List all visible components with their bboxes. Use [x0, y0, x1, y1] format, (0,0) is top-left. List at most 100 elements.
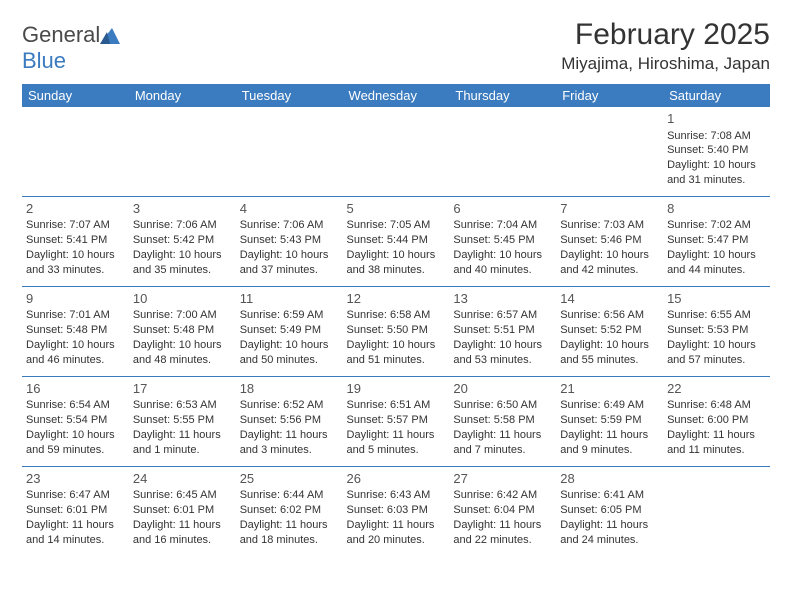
calendar-day-cell: 14Sunrise: 6:56 AMSunset: 5:52 PMDayligh… [556, 286, 663, 376]
daylight-text: Daylight: 11 hours and 1 minute. [133, 428, 232, 458]
sunset-text: Sunset: 5:43 PM [240, 233, 339, 248]
sunset-text: Sunset: 5:58 PM [453, 413, 552, 428]
weekday-header: Thursday [449, 84, 556, 107]
logo-text-1: General [22, 22, 100, 47]
sunrise-text: Sunrise: 6:43 AM [347, 488, 446, 503]
weekday-header: Saturday [663, 84, 770, 107]
daylight-text: Daylight: 10 hours and 51 minutes. [347, 338, 446, 368]
sunset-text: Sunset: 6:03 PM [347, 503, 446, 518]
day-number: 21 [560, 380, 659, 398]
day-number: 25 [240, 470, 339, 488]
sunrise-text: Sunrise: 6:53 AM [133, 398, 232, 413]
calendar-day-cell: 5Sunrise: 7:05 AMSunset: 5:44 PMDaylight… [343, 196, 450, 286]
calendar-day-cell: 16Sunrise: 6:54 AMSunset: 5:54 PMDayligh… [22, 376, 129, 466]
sunrise-text: Sunrise: 7:01 AM [26, 308, 125, 323]
daylight-text: Daylight: 11 hours and 14 minutes. [26, 518, 125, 548]
daylight-text: Daylight: 11 hours and 22 minutes. [453, 518, 552, 548]
calendar-day-cell: 8Sunrise: 7:02 AMSunset: 5:47 PMDaylight… [663, 196, 770, 286]
calendar-day-cell: 15Sunrise: 6:55 AMSunset: 5:53 PMDayligh… [663, 286, 770, 376]
calendar-day-cell: 9Sunrise: 7:01 AMSunset: 5:48 PMDaylight… [22, 286, 129, 376]
sunset-text: Sunset: 6:00 PM [667, 413, 766, 428]
location: Miyajima, Hiroshima, Japan [561, 54, 770, 74]
calendar-day-cell [236, 107, 343, 196]
day-number: 23 [26, 470, 125, 488]
day-number: 4 [240, 200, 339, 218]
sunset-text: Sunset: 5:52 PM [560, 323, 659, 338]
day-number: 16 [26, 380, 125, 398]
day-number: 9 [26, 290, 125, 308]
calendar-week-row: 16Sunrise: 6:54 AMSunset: 5:54 PMDayligh… [22, 376, 770, 466]
month-title: February 2025 [561, 18, 770, 52]
day-number: 15 [667, 290, 766, 308]
weekday-header: Sunday [22, 84, 129, 107]
daylight-text: Daylight: 11 hours and 24 minutes. [560, 518, 659, 548]
sunrise-text: Sunrise: 7:06 AM [240, 218, 339, 233]
day-number: 2 [26, 200, 125, 218]
daylight-text: Daylight: 11 hours and 16 minutes. [133, 518, 232, 548]
day-number: 8 [667, 200, 766, 218]
calendar-day-cell [343, 107, 450, 196]
sunrise-text: Sunrise: 7:07 AM [26, 218, 125, 233]
calendar-body: 1Sunrise: 7:08 AMSunset: 5:40 PMDaylight… [22, 107, 770, 556]
sunrise-text: Sunrise: 6:59 AM [240, 308, 339, 323]
sunset-text: Sunset: 6:04 PM [453, 503, 552, 518]
sunset-text: Sunset: 5:51 PM [453, 323, 552, 338]
header: General Blue February 2025 Miyajima, Hir… [22, 18, 770, 74]
calendar-day-cell: 1Sunrise: 7:08 AMSunset: 5:40 PMDaylight… [663, 107, 770, 196]
day-number: 27 [453, 470, 552, 488]
sunset-text: Sunset: 5:42 PM [133, 233, 232, 248]
calendar-day-cell: 26Sunrise: 6:43 AMSunset: 6:03 PMDayligh… [343, 466, 450, 555]
calendar-day-cell: 6Sunrise: 7:04 AMSunset: 5:45 PMDaylight… [449, 196, 556, 286]
calendar-day-cell [449, 107, 556, 196]
sunset-text: Sunset: 6:01 PM [26, 503, 125, 518]
calendar-week-row: 1Sunrise: 7:08 AMSunset: 5:40 PMDaylight… [22, 107, 770, 196]
calendar-day-cell: 20Sunrise: 6:50 AMSunset: 5:58 PMDayligh… [449, 376, 556, 466]
day-number: 20 [453, 380, 552, 398]
daylight-text: Daylight: 10 hours and 42 minutes. [560, 248, 659, 278]
sunset-text: Sunset: 5:45 PM [453, 233, 552, 248]
weekday-header: Friday [556, 84, 663, 107]
daylight-text: Daylight: 10 hours and 55 minutes. [560, 338, 659, 368]
sunrise-text: Sunrise: 7:03 AM [560, 218, 659, 233]
daylight-text: Daylight: 10 hours and 44 minutes. [667, 248, 766, 278]
calendar-day-cell: 12Sunrise: 6:58 AMSunset: 5:50 PMDayligh… [343, 286, 450, 376]
sunset-text: Sunset: 5:49 PM [240, 323, 339, 338]
sunrise-text: Sunrise: 6:50 AM [453, 398, 552, 413]
daylight-text: Daylight: 10 hours and 40 minutes. [453, 248, 552, 278]
sunset-text: Sunset: 5:44 PM [347, 233, 446, 248]
calendar-day-cell: 23Sunrise: 6:47 AMSunset: 6:01 PMDayligh… [22, 466, 129, 555]
sunrise-text: Sunrise: 7:05 AM [347, 218, 446, 233]
daylight-text: Daylight: 11 hours and 7 minutes. [453, 428, 552, 458]
day-number: 7 [560, 200, 659, 218]
sunrise-text: Sunrise: 6:44 AM [240, 488, 339, 503]
calendar-day-cell: 24Sunrise: 6:45 AMSunset: 6:01 PMDayligh… [129, 466, 236, 555]
sunset-text: Sunset: 5:57 PM [347, 413, 446, 428]
daylight-text: Daylight: 10 hours and 50 minutes. [240, 338, 339, 368]
day-number: 26 [347, 470, 446, 488]
day-number: 12 [347, 290, 446, 308]
sunset-text: Sunset: 6:02 PM [240, 503, 339, 518]
daylight-text: Daylight: 10 hours and 57 minutes. [667, 338, 766, 368]
calendar-day-cell: 10Sunrise: 7:00 AMSunset: 5:48 PMDayligh… [129, 286, 236, 376]
daylight-text: Daylight: 10 hours and 59 minutes. [26, 428, 125, 458]
calendar-day-cell [129, 107, 236, 196]
sunset-text: Sunset: 5:56 PM [240, 413, 339, 428]
sunrise-text: Sunrise: 7:06 AM [133, 218, 232, 233]
sunrise-text: Sunrise: 6:56 AM [560, 308, 659, 323]
sunset-text: Sunset: 5:54 PM [26, 413, 125, 428]
sunset-text: Sunset: 5:47 PM [667, 233, 766, 248]
calendar-day-cell: 13Sunrise: 6:57 AMSunset: 5:51 PMDayligh… [449, 286, 556, 376]
day-number: 28 [560, 470, 659, 488]
day-number: 19 [347, 380, 446, 398]
daylight-text: Daylight: 11 hours and 3 minutes. [240, 428, 339, 458]
day-number: 17 [133, 380, 232, 398]
sunset-text: Sunset: 5:46 PM [560, 233, 659, 248]
sunrise-text: Sunrise: 6:55 AM [667, 308, 766, 323]
sunrise-text: Sunrise: 7:08 AM [667, 129, 766, 144]
sunrise-text: Sunrise: 6:42 AM [453, 488, 552, 503]
title-block: February 2025 Miyajima, Hiroshima, Japan [561, 18, 770, 74]
calendar-day-cell: 18Sunrise: 6:52 AMSunset: 5:56 PMDayligh… [236, 376, 343, 466]
calendar-day-cell: 21Sunrise: 6:49 AMSunset: 5:59 PMDayligh… [556, 376, 663, 466]
daylight-text: Daylight: 10 hours and 33 minutes. [26, 248, 125, 278]
sunset-text: Sunset: 5:48 PM [133, 323, 232, 338]
